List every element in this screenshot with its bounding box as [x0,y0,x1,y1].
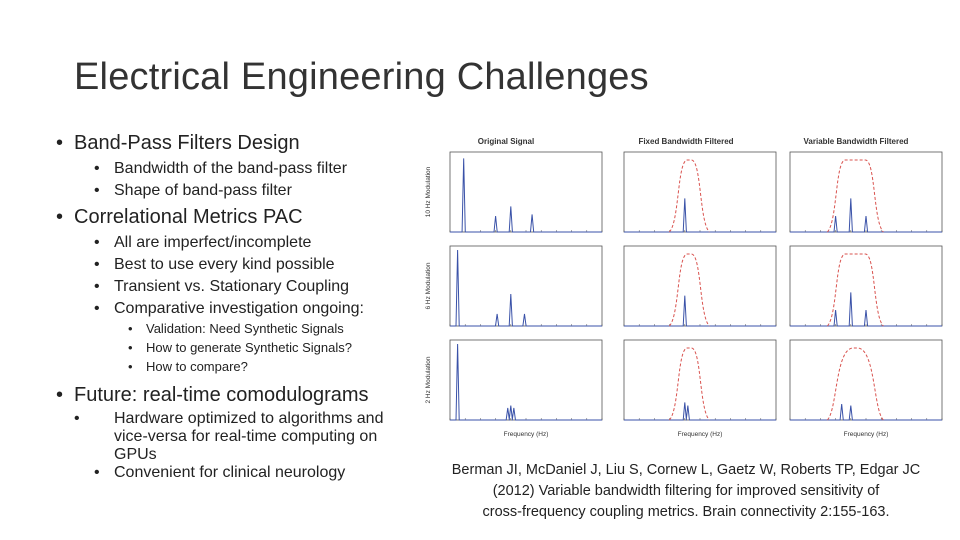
sub-bullet: • Hardware optimized to algorithms and vi… [74,410,384,463]
bullet-pac: • Correlational Metrics PAC [56,206,303,228]
sub-bullet: • Transient vs. Stationary Coupling [94,278,350,295]
sub-bullet: • Best to use every kind possible [94,256,335,273]
column-title: Variable Bandwidth Filtered [804,137,909,146]
row-label: 2 Hz Modulation [425,356,432,403]
citation-line: (2012) Variable bandwidth filtering for … [492,483,880,499]
figure-svg: Original Signal Fixed Bandwidth Filtered V… [425,137,943,438]
sub-sub-bullet: • How to compare? [128,359,248,374]
spectrum-line [624,402,776,421]
filter-envelope [826,253,884,327]
x-axis-label: Frequency (Hz) [678,431,723,438]
x-axis-label: Frequency (Hz) [844,431,889,438]
bullet-band-pass: • Band-Pass Filters Design [56,132,300,154]
citation-line: cross-frequency coupling metrics. Brain … [482,504,890,520]
spectrum-line [790,403,942,421]
bullet-future: • Future: real-time comodulograms [56,384,369,406]
filter-envelope [826,347,884,421]
sub-sub-bullet: • How to generate Synthetic Signals? [128,340,352,355]
sub-bullet: • Convenient for clinical neurology [94,464,346,481]
spectrum-line [450,343,602,421]
column-title: Original Signal [478,137,534,146]
filter-envelope [668,159,710,233]
sub-bullet: • All are imperfect/incomplete [94,234,312,251]
plot-frame [623,245,777,327]
filter-comparison-figure: Original Signal Fixed Bandwidth Filtered V… [420,132,946,442]
spectrum-line [450,158,602,233]
filter-envelope [668,253,710,327]
slide-title: Electrical Engineering Challenges [74,56,649,98]
sub-bullet: • Bandwidth of the band-pass filter [94,160,348,177]
spectrum-line [624,198,776,233]
citation-line: Berman JI, McDaniel J, Liu S, Cornew L, … [451,462,921,478]
sub-bullet: • Shape of band-pass filter [94,182,292,199]
plot-frame [623,151,777,233]
plot-frame [449,151,603,233]
filter-envelope [826,159,884,233]
spectrum-line [790,198,942,233]
plot-frame [449,339,603,421]
sub-sub-bullet: • Validation: Need Synthetic Signals [128,321,344,336]
x-axis-label: Frequency (Hz) [504,431,549,438]
sub-bullet: • Comparative investigation ongoing: [94,300,364,317]
spectrum-line [450,249,602,327]
plot-frame [789,339,943,421]
plot-frame [623,339,777,421]
filter-envelope [668,347,710,421]
spectrum-line [790,292,942,327]
citation: Berman JI, McDaniel J, Liu S, Cornew L, … [426,460,946,523]
column-title: Fixed Bandwidth Filtered [638,137,733,146]
spectrum-line [624,295,776,327]
plot-frame [449,245,603,327]
row-label: 10 Hz Modulation [425,166,432,217]
row-label: 6 Hz Modulation [425,262,432,309]
